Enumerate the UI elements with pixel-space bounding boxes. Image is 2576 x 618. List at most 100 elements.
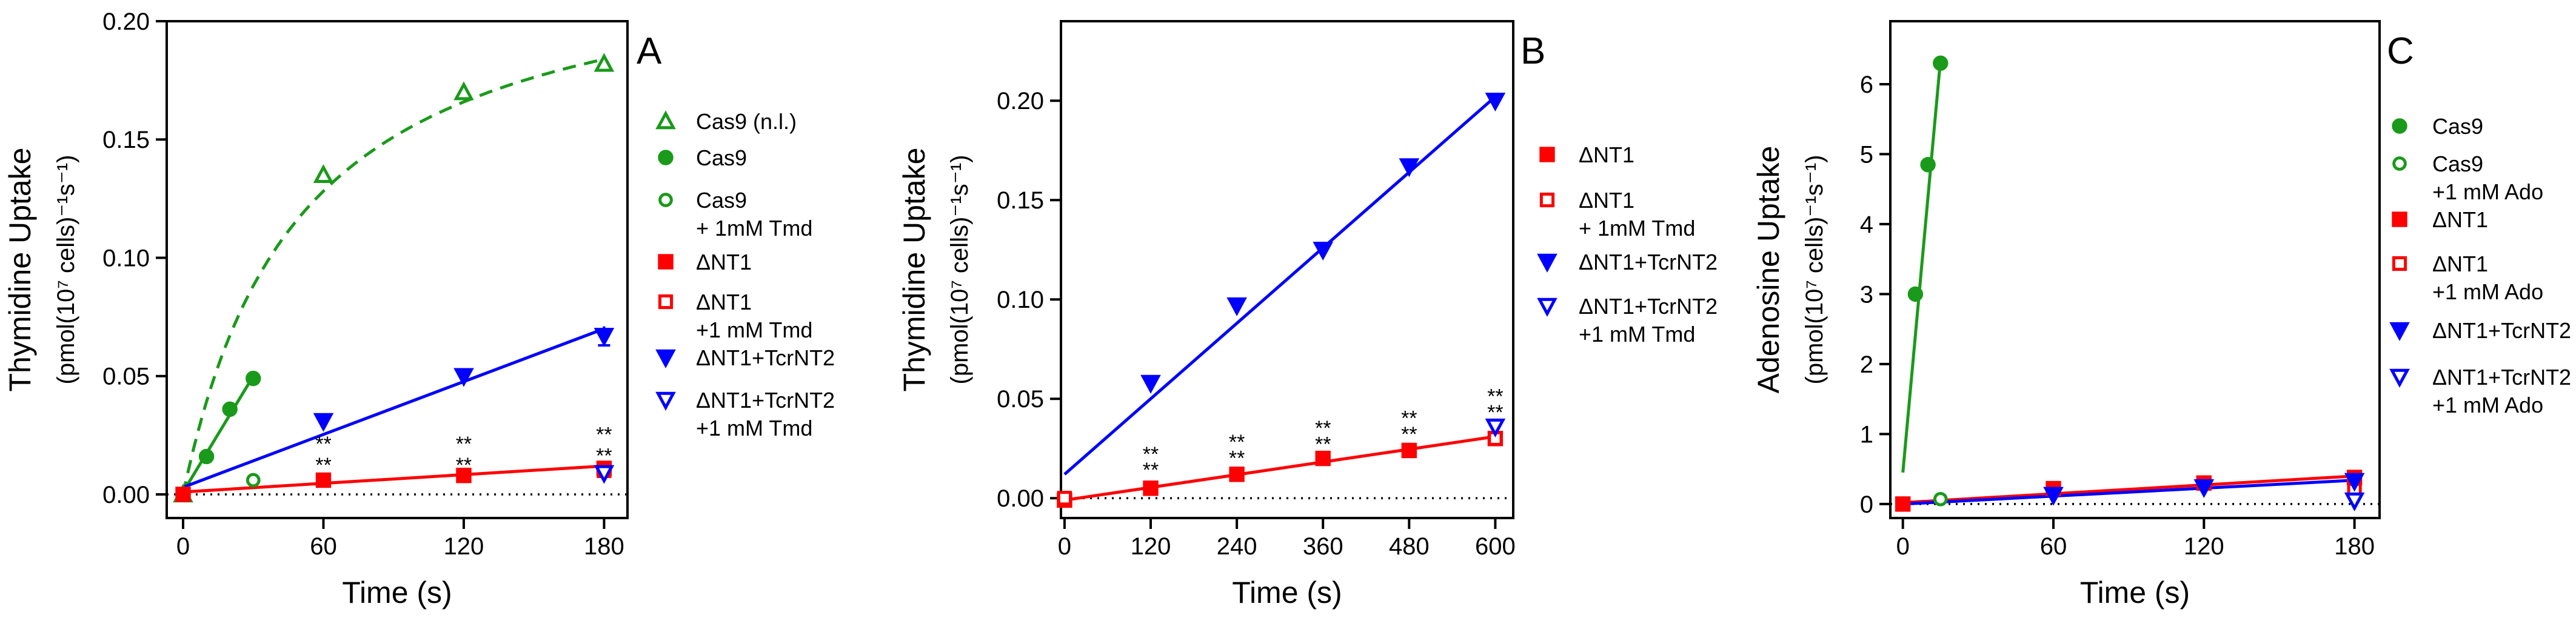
data-point <box>2344 492 2365 511</box>
legend-label: ΔNT1+TcrNT2 <box>696 388 835 413</box>
data-point <box>1485 418 1506 437</box>
x-axis-label: Time (s) <box>1232 576 1342 610</box>
legend-marker <box>2392 211 2407 227</box>
legend-label: ΔNT1 <box>2432 207 2488 232</box>
data-point <box>594 465 615 484</box>
data-point <box>1399 158 1420 178</box>
significance-label: ** <box>1229 447 1245 470</box>
significance-label: ** <box>1401 407 1417 430</box>
y-tick-label: 0.10 <box>102 245 150 271</box>
x-tick-label: 0 <box>1896 533 1910 560</box>
data-point <box>2043 487 2064 506</box>
legend-label: ΔNT1+TcrNT2 <box>1579 250 1718 274</box>
x-tick-label: 480 <box>1389 533 1430 560</box>
data-point <box>1933 491 1948 507</box>
data-point <box>453 81 474 101</box>
y-tick-label: 0.15 <box>997 187 1044 214</box>
legend-label: Cas9 <box>696 188 747 213</box>
data-point <box>246 370 261 387</box>
legend-marker <box>655 349 676 368</box>
significance-label: ** <box>596 445 612 468</box>
fit-line <box>182 327 605 489</box>
data-point <box>313 413 334 432</box>
panel-letter: C <box>2387 30 2414 72</box>
legend-marker <box>658 150 674 165</box>
legend: Cas9 Cas9 +1 mM Ado ΔNT1 ΔNT1 +1 mM Ado ΔNT1+T… <box>2389 114 2571 417</box>
x-tick-label: 180 <box>584 533 624 560</box>
legend-label: + 1mM Tmd <box>696 216 812 241</box>
data-point <box>1933 55 1949 71</box>
legend-marker <box>1539 192 1555 208</box>
significance-label: ** <box>456 433 472 456</box>
y-tick-label: 0.05 <box>102 364 150 390</box>
significance-label: ** <box>1401 423 1417 446</box>
legend: ΔNT1 ΔNT1 + 1mM Tmd ΔNT1+TcrNT2 ΔNT1+TcrNT2 +… <box>1537 142 1718 347</box>
x-tick-label: 600 <box>1475 533 1516 560</box>
significance-label: ** <box>315 454 331 477</box>
legend-label: ΔNT1+TcrNT2 <box>1579 294 1718 319</box>
data-point <box>1920 157 1936 173</box>
fit-line <box>1901 59 1942 473</box>
y-axis-units: (pmol(10⁷ cells)⁻¹s⁻¹) <box>53 155 79 385</box>
legend-label: ΔNT1 <box>696 290 752 314</box>
legend-marker <box>1537 297 1557 317</box>
legend-label: Cas9 (n.l.) <box>696 109 797 134</box>
significance-label: ** <box>596 423 612 446</box>
legend-label: +1 mM Ado <box>2432 179 2543 204</box>
y-axis-units: (pmol(10⁷ cells)⁻¹s⁻¹) <box>946 155 973 385</box>
x-axis-label: Time (s) <box>2080 576 2190 610</box>
significance-label: ** <box>456 454 472 477</box>
y-tick-label: 0.05 <box>997 386 1044 413</box>
legend-marker <box>2392 156 2407 171</box>
x-tick-label: 60 <box>2040 533 2067 560</box>
fit-line <box>1064 435 1496 502</box>
x-tick-label: 0 <box>1058 533 1071 560</box>
data-point <box>246 473 261 488</box>
x-tick-label: 120 <box>2184 533 2224 560</box>
significance-label: ** <box>315 433 331 456</box>
legend-marker <box>655 391 676 411</box>
data-point <box>1057 491 1072 506</box>
data-point <box>456 468 472 483</box>
x-tick-label: 60 <box>310 533 337 560</box>
data-point <box>594 328 615 347</box>
data-point <box>1140 374 1161 394</box>
plot-frame <box>1060 20 1514 519</box>
legend-marker <box>1537 253 1557 273</box>
legend-marker <box>2392 118 2407 134</box>
legend-label: ΔNT1 <box>696 250 752 274</box>
y-tick-label: 0.20 <box>997 88 1044 115</box>
data-point <box>1907 286 1924 302</box>
data-point <box>175 487 191 502</box>
panel-letter: A <box>637 30 662 72</box>
legend-label: +1 mM Tmd <box>696 317 812 342</box>
panel-letter: B <box>1521 30 1545 72</box>
data-point <box>222 401 238 417</box>
significance-label: ** <box>1143 443 1159 466</box>
y-tick-label: 6 <box>1860 71 1873 98</box>
data-point <box>1143 480 1159 496</box>
x-axis-label: Time (s) <box>342 576 452 610</box>
data-point <box>2193 479 2215 499</box>
legend-label: Cas9 <box>2432 151 2483 176</box>
legend-marker <box>1539 147 1555 162</box>
legend-label: +1 mM Ado <box>2432 393 2543 417</box>
significance-label: ** <box>1487 385 1503 408</box>
y-axis-label: Thymidine Uptake <box>3 148 37 392</box>
significance-label: ** <box>1315 433 1331 456</box>
plot-frame <box>166 20 629 519</box>
x-tick-label: 240 <box>1217 533 1257 560</box>
fit-line <box>1063 95 1497 476</box>
x-tick-label: 120 <box>444 533 484 560</box>
y-tick-label: 2 <box>1860 351 1873 378</box>
legend-label: +1 mM Ado <box>2432 279 2543 304</box>
x-tick-label: 180 <box>2334 533 2375 560</box>
legend-label: +1 mM Tmd <box>1579 322 1695 347</box>
significance-label: ** <box>1143 459 1159 482</box>
y-tick-label: 0 <box>1860 491 1873 518</box>
data-point <box>1226 297 1247 316</box>
y-tick-label: 0.00 <box>997 485 1044 512</box>
fit-line <box>1902 474 2355 505</box>
legend-label: Cas9 <box>2432 114 2483 139</box>
x-tick-label: 120 <box>1131 533 1171 560</box>
